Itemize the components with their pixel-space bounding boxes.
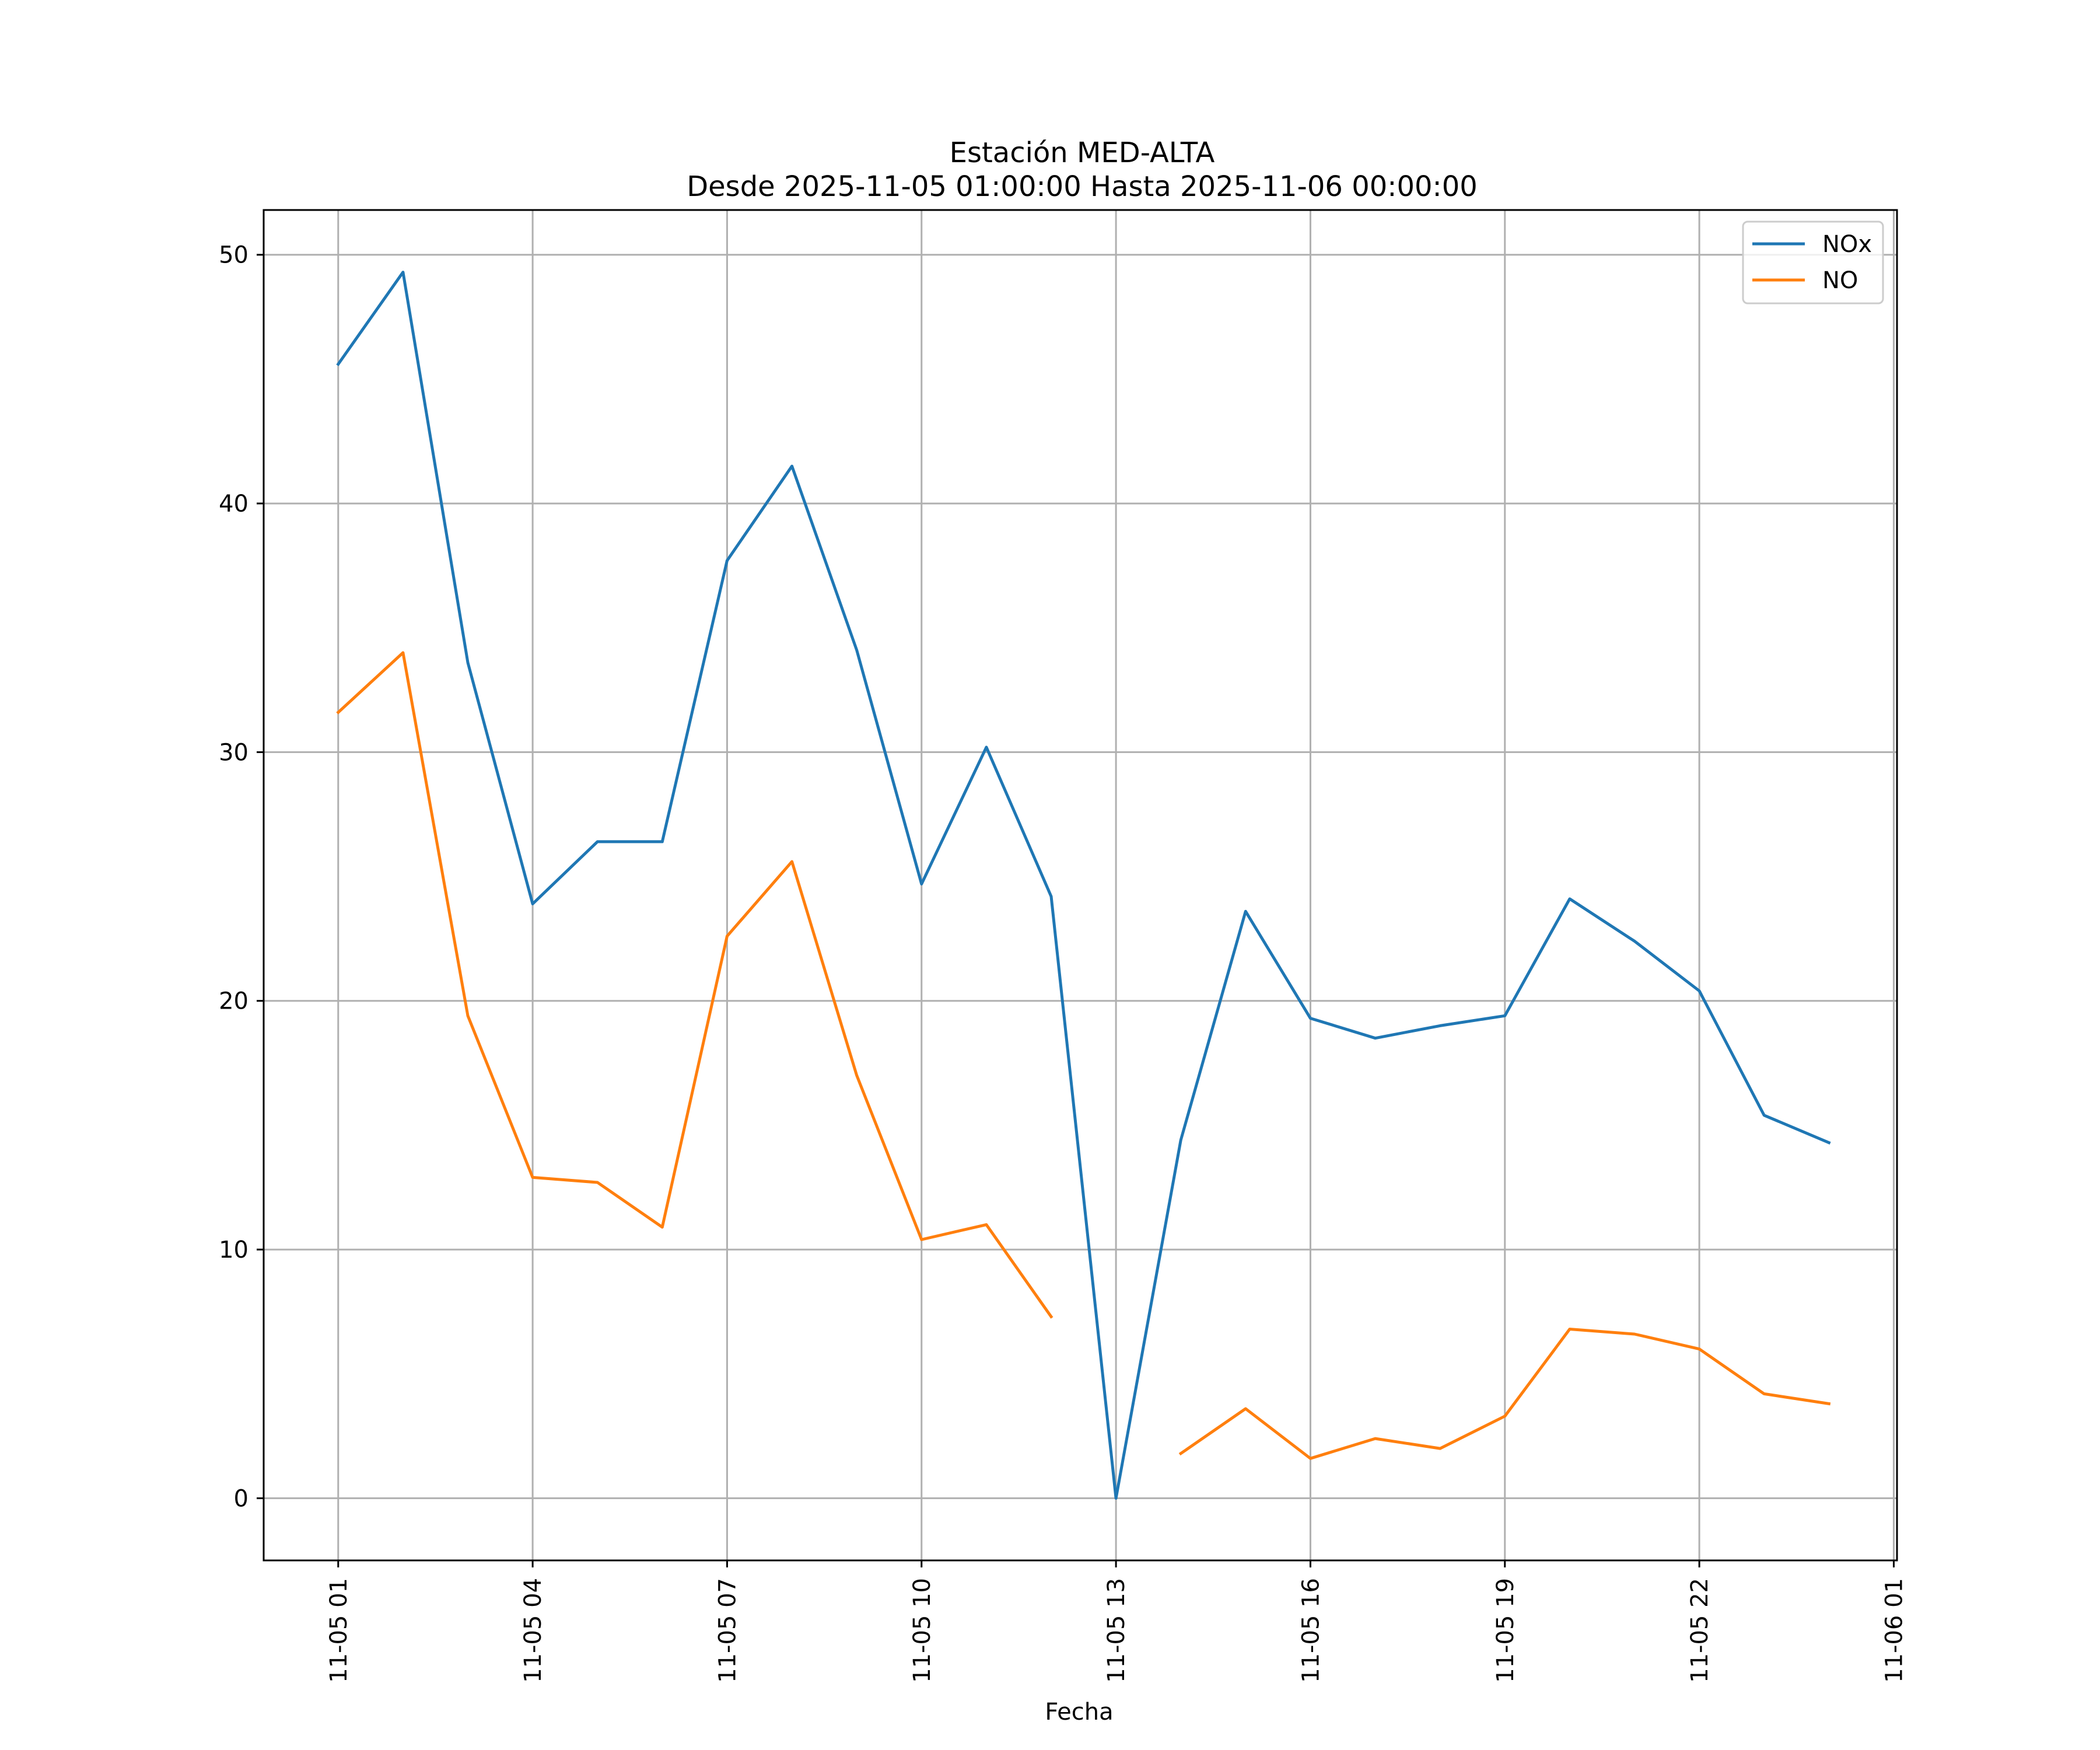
data-point-no bbox=[1439, 1447, 1441, 1450]
x-tick-label: 11-05 16 bbox=[1297, 1578, 1324, 1683]
x-tick-label: 11-05 04 bbox=[520, 1578, 547, 1683]
data-point-nox bbox=[337, 363, 340, 365]
y-tick-label: 0 bbox=[234, 1485, 249, 1512]
series-line-no bbox=[336, 651, 1831, 1460]
data-point-nox bbox=[596, 841, 598, 843]
legend: NOx NO bbox=[1742, 220, 1884, 304]
data-point-nox bbox=[1698, 990, 1700, 992]
data-point-no bbox=[1180, 1452, 1182, 1455]
data-point-no bbox=[596, 1181, 598, 1184]
data-point-nox bbox=[1050, 895, 1052, 898]
data-point-no bbox=[791, 860, 793, 863]
data-point-nox bbox=[467, 662, 469, 664]
y-tick-label: 40 bbox=[219, 491, 249, 517]
x-tick-label: 11-06 01 bbox=[1881, 1578, 1908, 1683]
data-point-nox bbox=[1244, 910, 1247, 912]
data-point-nox bbox=[531, 903, 534, 905]
data-point-nox bbox=[856, 649, 858, 652]
data-point-no bbox=[661, 1226, 663, 1228]
data-point-nox bbox=[1115, 1497, 1117, 1499]
data-point-no bbox=[726, 935, 728, 937]
data-point-nox bbox=[402, 271, 404, 274]
x-axis: 11-05 01 11-05 04 11-05 07 11-05 10 11-05 13… bbox=[326, 1560, 1908, 1683]
data-point-no bbox=[856, 1074, 858, 1077]
data-point-no bbox=[1244, 1408, 1247, 1410]
data-point-nox bbox=[1569, 898, 1571, 900]
data-point-no bbox=[337, 711, 340, 713]
data-point-no bbox=[1633, 1333, 1636, 1335]
plot-series bbox=[336, 271, 1831, 1500]
data-point-no bbox=[1504, 1415, 1506, 1418]
legend-label-no: NO bbox=[1822, 267, 1858, 294]
legend-box bbox=[1742, 220, 1884, 304]
data-point-nox bbox=[1633, 940, 1636, 942]
data-point-nox bbox=[1374, 1037, 1377, 1040]
data-point-no bbox=[1763, 1392, 1765, 1395]
chart-subtitle: Desde 2025-11-05 01:00:00 Hasta 2025-11-… bbox=[687, 170, 1478, 203]
data-point-nox bbox=[1309, 1017, 1311, 1020]
x-tick-label: 11-05 19 bbox=[1492, 1578, 1519, 1683]
data-point-nox bbox=[1763, 1114, 1765, 1116]
data-point-no bbox=[1374, 1437, 1377, 1440]
y-tick-label: 20 bbox=[219, 988, 249, 1015]
data-point-no bbox=[531, 1176, 534, 1178]
chart-title: Estación MED-ALTA bbox=[950, 136, 1215, 169]
data-point-no bbox=[1309, 1457, 1311, 1460]
x-tick-label: 11-05 01 bbox=[326, 1578, 352, 1683]
data-point-nox bbox=[1180, 1139, 1182, 1142]
data-point-nox bbox=[791, 465, 793, 467]
y-tick-label: 30 bbox=[219, 739, 249, 766]
y-tick-label: 50 bbox=[219, 242, 249, 269]
data-point-no bbox=[921, 1238, 923, 1241]
x-tick-label: 11-05 10 bbox=[909, 1578, 936, 1683]
data-point-no bbox=[1828, 1402, 1830, 1405]
data-point-nox bbox=[1439, 1024, 1441, 1027]
x-tick-label: 11-05 07 bbox=[714, 1578, 741, 1683]
x-tick-label: 11-05 22 bbox=[1686, 1578, 1713, 1683]
data-point-nox bbox=[1504, 1014, 1506, 1017]
data-point-no bbox=[985, 1223, 988, 1226]
plot-frame bbox=[262, 209, 1898, 1562]
data-point-no bbox=[1050, 1315, 1052, 1318]
data-point-no bbox=[402, 652, 404, 654]
data-point-nox bbox=[1828, 1142, 1830, 1144]
data-point-nox bbox=[921, 883, 923, 885]
x-tick-label: 11-05 13 bbox=[1103, 1578, 1130, 1683]
series-line-nox bbox=[336, 271, 1831, 1500]
data-point-no bbox=[1569, 1328, 1571, 1331]
data-point-nox bbox=[661, 841, 663, 843]
y-axis: 0 10 20 30 40 50 bbox=[219, 242, 264, 1512]
x-axis-label: Fecha bbox=[1045, 1699, 1113, 1726]
data-point-nox bbox=[985, 746, 988, 748]
data-point-nox bbox=[726, 559, 728, 562]
data-point-no bbox=[1698, 1348, 1700, 1350]
y-tick-label: 10 bbox=[219, 1237, 249, 1264]
legend-label-nox: NOx bbox=[1822, 231, 1872, 258]
data-point-no bbox=[467, 1014, 469, 1017]
